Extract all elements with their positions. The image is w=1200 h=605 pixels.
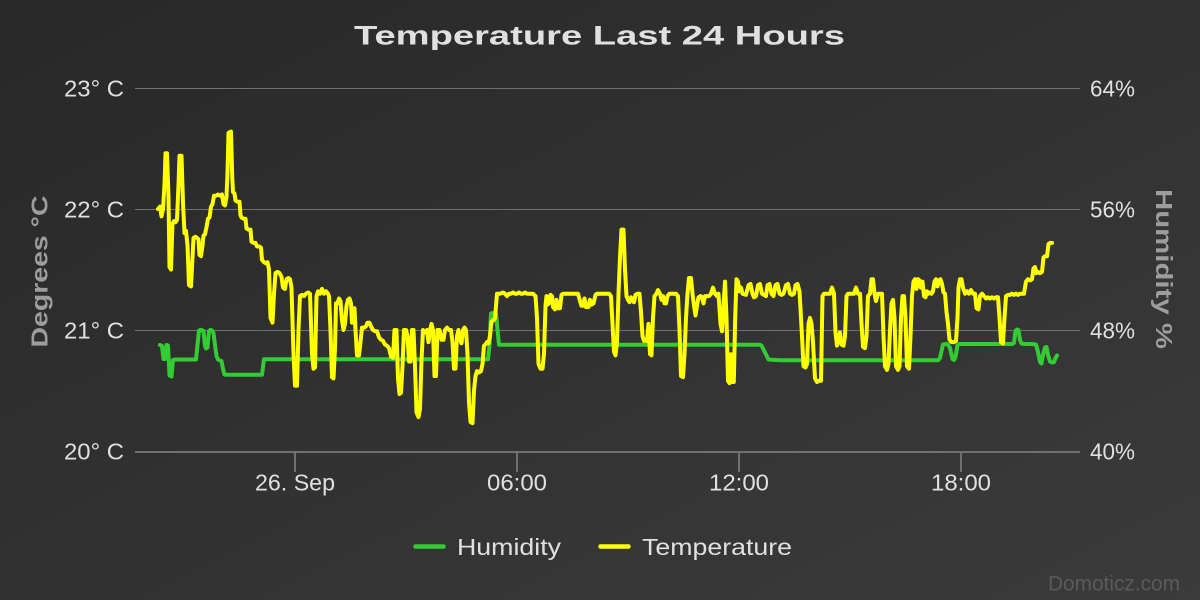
svg-text:23° C: 23° C [64, 76, 124, 102]
svg-text:64%: 64% [1090, 76, 1135, 102]
svg-text:22° C: 22° C [64, 197, 124, 223]
svg-text:Humidity: Humidity [457, 534, 562, 560]
svg-text:12:00: 12:00 [709, 470, 769, 496]
svg-text:18:00: 18:00 [931, 470, 991, 496]
svg-text:21° C: 21° C [64, 318, 124, 344]
svg-text:26. Sep: 26. Sep [255, 470, 335, 496]
svg-text:20° C: 20° C [64, 439, 124, 465]
svg-text:48%: 48% [1090, 318, 1135, 344]
svg-text:Domoticz.com: Domoticz.com [1048, 573, 1180, 596]
svg-text:Humidity %: Humidity % [1151, 189, 1177, 349]
svg-text:06:00: 06:00 [487, 470, 547, 496]
svg-text:Temperature: Temperature [642, 534, 792, 560]
svg-text:40%: 40% [1090, 439, 1135, 465]
svg-text:Degrees °C: Degrees °C [27, 196, 53, 348]
svg-text:56%: 56% [1090, 197, 1135, 223]
svg-text:Temperature Last 24 Hours: Temperature Last 24 Hours [354, 21, 845, 51]
